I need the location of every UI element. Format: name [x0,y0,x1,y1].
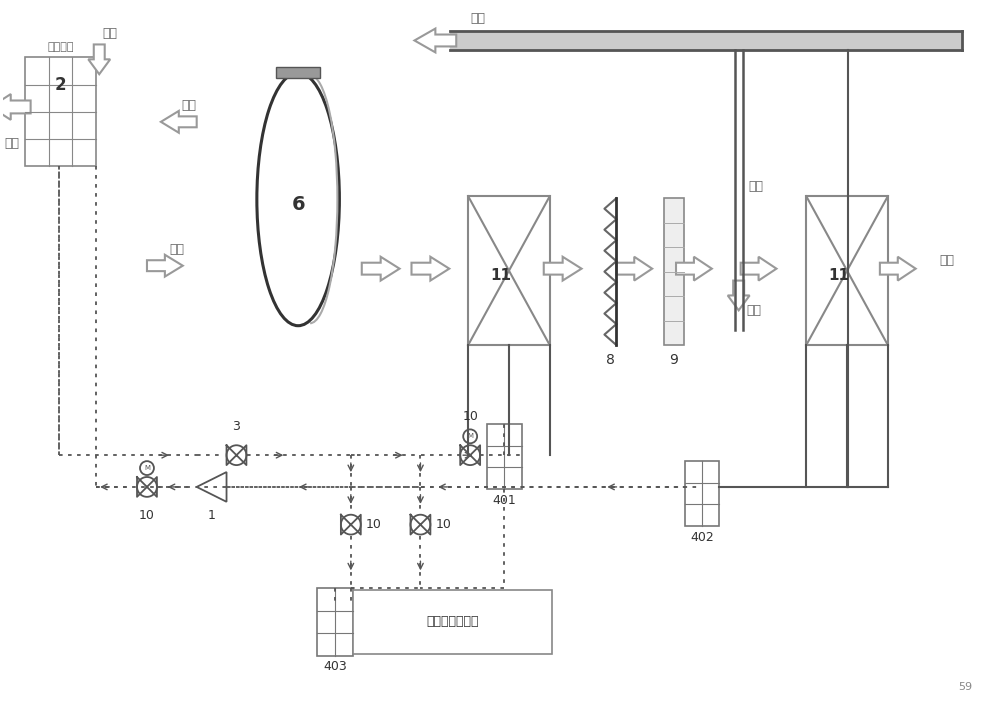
Text: 59: 59 [958,682,972,692]
Text: 10: 10 [366,518,382,531]
Bar [317,588,353,655]
Polygon shape [362,257,400,281]
Circle shape [137,477,157,497]
Polygon shape [197,472,227,502]
Text: 混风: 混风 [747,304,762,317]
Polygon shape [147,255,183,277]
Text: 排风: 排风 [182,99,197,112]
Bar [276,68,320,78]
Bar [487,425,522,489]
Polygon shape [741,257,776,281]
Circle shape [140,461,154,475]
Text: 回风: 回风 [470,11,485,25]
Polygon shape [0,94,31,120]
Text: 10: 10 [462,410,478,423]
Text: 排风: 排风 [5,137,20,150]
Text: 回风: 回风 [749,180,764,193]
Bar [664,199,684,345]
Text: 10: 10 [139,509,155,522]
Circle shape [463,429,477,444]
Text: 2: 2 [55,76,66,94]
Polygon shape [411,257,449,281]
Text: M: M [467,434,473,439]
Text: 401: 401 [493,494,516,507]
Polygon shape [616,257,652,281]
Ellipse shape [257,73,339,326]
Text: 11: 11 [490,268,511,283]
Text: 6: 6 [291,195,305,214]
Text: 新风: 新风 [170,243,185,256]
Polygon shape [161,111,197,133]
Bar [806,196,888,345]
Text: 散热装置: 散热装置 [47,42,74,52]
Text: 送风: 送风 [940,254,955,268]
Bar [353,590,552,653]
Text: 3: 3 [233,420,240,434]
Text: 11: 11 [829,268,850,283]
Text: 新风: 新风 [102,27,117,40]
Text: 403: 403 [323,660,347,672]
Bar [685,461,719,526]
Bar [468,196,550,345]
Text: 8: 8 [606,353,615,367]
Circle shape [341,515,361,534]
Polygon shape [880,257,916,281]
Text: 10: 10 [435,518,451,531]
Text: 外输冷（热）水: 外输冷（热）水 [426,615,479,629]
Circle shape [227,445,246,465]
Circle shape [460,445,480,465]
Polygon shape [88,44,110,74]
Text: 402: 402 [690,531,714,543]
Text: 1: 1 [208,509,216,522]
Bar [25,57,96,166]
Polygon shape [544,257,582,281]
Text: M: M [144,465,150,471]
Circle shape [411,515,430,534]
Text: 9: 9 [670,353,678,367]
Polygon shape [414,29,456,52]
Polygon shape [728,281,750,310]
Polygon shape [676,257,712,281]
